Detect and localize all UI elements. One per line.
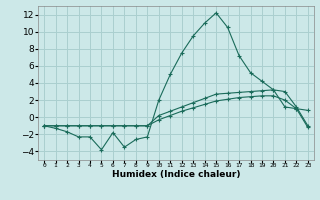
X-axis label: Humidex (Indice chaleur): Humidex (Indice chaleur) [112,170,240,179]
